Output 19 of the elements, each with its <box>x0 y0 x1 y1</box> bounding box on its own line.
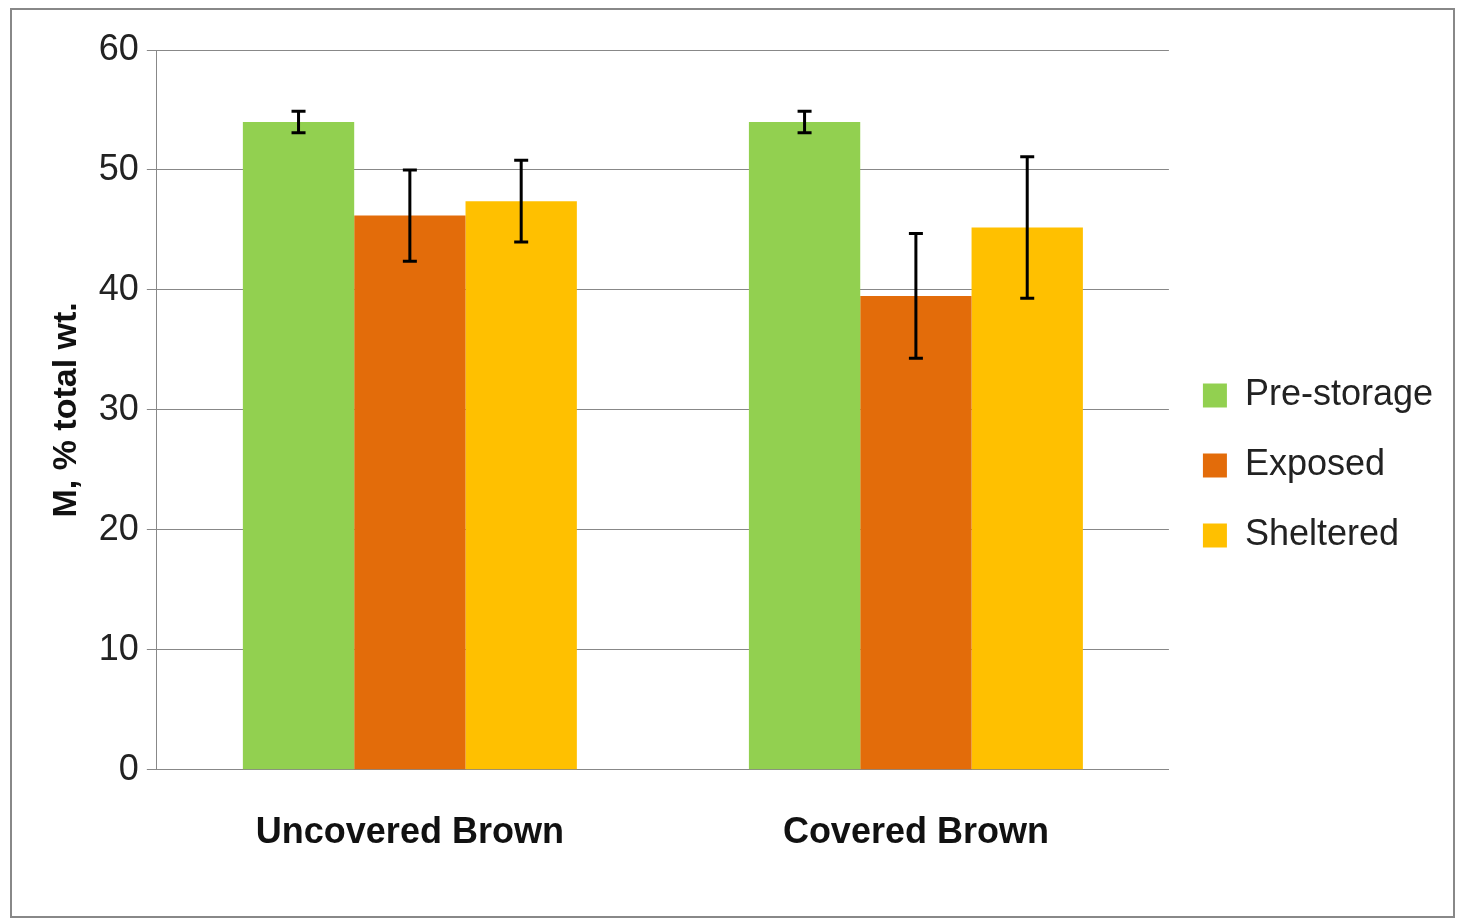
bar <box>465 201 577 770</box>
legend-label: Pre-storage <box>1244 372 1434 414</box>
bar <box>354 215 466 770</box>
bar <box>860 295 972 770</box>
y-tick-label: 0 <box>118 746 139 788</box>
bar <box>242 121 355 770</box>
y-tick-label: 30 <box>98 386 139 428</box>
bar <box>748 121 861 770</box>
y-tick-label: 20 <box>98 506 139 548</box>
y-tick-label: 40 <box>98 266 139 308</box>
y-tick-label: 50 <box>98 146 139 188</box>
x-tick-label: Uncovered Brown <box>255 810 564 852</box>
bar <box>971 227 1083 770</box>
y-axis-title: M, % total wt. <box>44 302 83 518</box>
x-tick-label: Covered Brown <box>782 810 1049 852</box>
legend-label: Exposed <box>1244 442 1386 484</box>
y-tick-label: 10 <box>98 626 139 668</box>
y-tick-label: 60 <box>98 26 139 68</box>
legend-label: Sheltered <box>1244 512 1400 554</box>
